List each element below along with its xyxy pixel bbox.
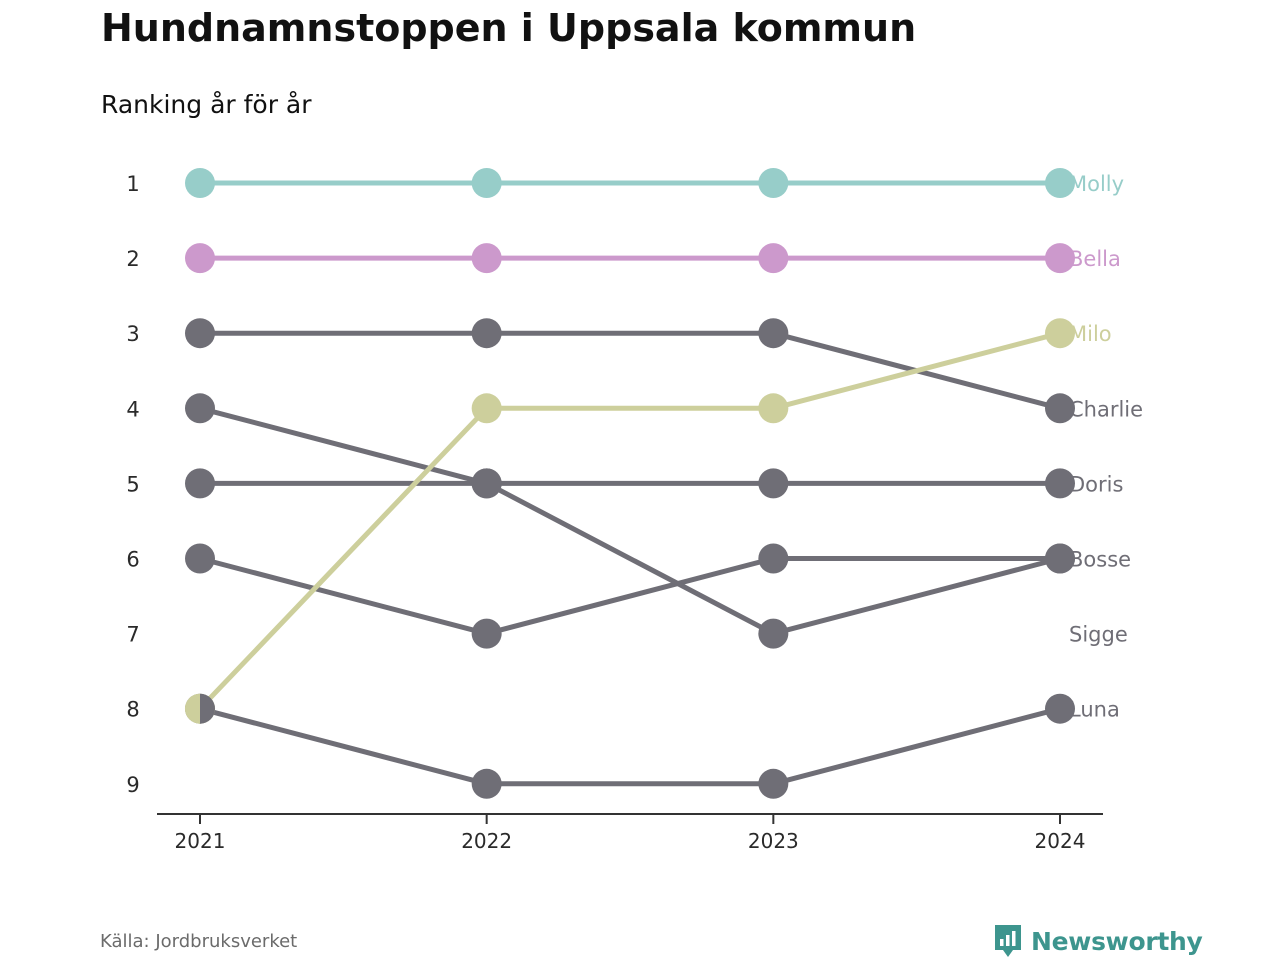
series-label-bosse: Bosse: [1069, 548, 1131, 572]
point-sigge-2022: [471, 468, 502, 499]
series-label-charlie: Charlie: [1069, 397, 1143, 421]
newsworthy-logo-icon: [995, 925, 1021, 957]
point-luna-2024: [1045, 693, 1075, 724]
point-bella-2022: [471, 243, 502, 274]
point-milo-2023: [758, 393, 789, 424]
point-bella-2024: [1045, 243, 1075, 274]
source-note: Källa: Jordbruksverket: [100, 931, 298, 952]
series-line-milo: [197, 330, 1063, 712]
brand-logo[interactable]: Newsworthy: [993, 922, 1203, 960]
point-charlie-2024: [1045, 393, 1075, 424]
series-line-luna: [197, 706, 1063, 787]
brand-name: Newsworthy: [1031, 926, 1203, 956]
y-tick-label-5: 5: [126, 472, 139, 496]
point-bella-2023: [758, 243, 789, 274]
point-molly-2022: [471, 168, 502, 198]
point-molly-2023: [758, 168, 789, 198]
point-doris-2024: [1045, 468, 1075, 499]
point-tie-left-half: [185, 693, 200, 724]
series-label-sigge: Sigge: [1069, 623, 1128, 647]
x-tick-label-2021: 2021: [175, 829, 226, 853]
series-line-bosse: [197, 556, 1063, 637]
point-milo-2022: [471, 393, 502, 424]
series-line-sigge: [197, 405, 1063, 637]
point-charlie-2021: [185, 318, 215, 349]
point-milo-2024: [1045, 318, 1075, 349]
point-molly-2024: [1045, 168, 1075, 198]
chart-subtitle: Ranking år för år: [101, 90, 312, 119]
series-label-luna: Luna: [1069, 698, 1120, 722]
point-bosse-2023: [758, 543, 789, 574]
y-tick-label-3: 3: [126, 322, 139, 346]
y-tick-label-7: 7: [126, 623, 139, 647]
y-tick-label-6: 6: [126, 548, 139, 572]
point-sigge-2024: [1045, 543, 1075, 574]
series-label-doris: Doris: [1069, 472, 1123, 496]
y-tick-label-1: 1: [126, 172, 139, 196]
point-bosse-2022: [471, 618, 502, 649]
series-label-molly: Molly: [1069, 172, 1124, 196]
y-tick-label-8: 8: [126, 698, 139, 722]
point-molly-2021: [185, 168, 215, 198]
y-tick-label-9: 9: [126, 773, 139, 797]
series-label-bella: Bella: [1069, 247, 1121, 271]
point-bosse-2021: [185, 543, 215, 574]
point-charlie-2022: [471, 318, 502, 349]
chart-title: Hundnamnstoppen i Uppsala kommun: [101, 6, 917, 50]
x-tick-label-2024: 2024: [1035, 829, 1086, 853]
point-luna-2022: [471, 768, 502, 799]
point-sigge-2023: [758, 618, 789, 649]
point-doris-2021: [185, 468, 215, 499]
point-luna-2023: [758, 768, 789, 799]
point-charlie-2023: [758, 318, 789, 349]
series-line-charlie: [197, 330, 1063, 411]
point-sigge-2021: [185, 393, 215, 424]
series-label-milo: Milo: [1069, 322, 1112, 346]
y-tick-label-2: 2: [126, 247, 139, 271]
point-doris-2023: [758, 468, 789, 499]
point-tie-right-half: [200, 693, 216, 724]
y-tick-label-4: 4: [126, 397, 139, 421]
point-bella-2021: [185, 243, 215, 274]
x-tick-label-2023: 2023: [748, 829, 799, 853]
x-tick-label-2022: 2022: [461, 829, 512, 853]
